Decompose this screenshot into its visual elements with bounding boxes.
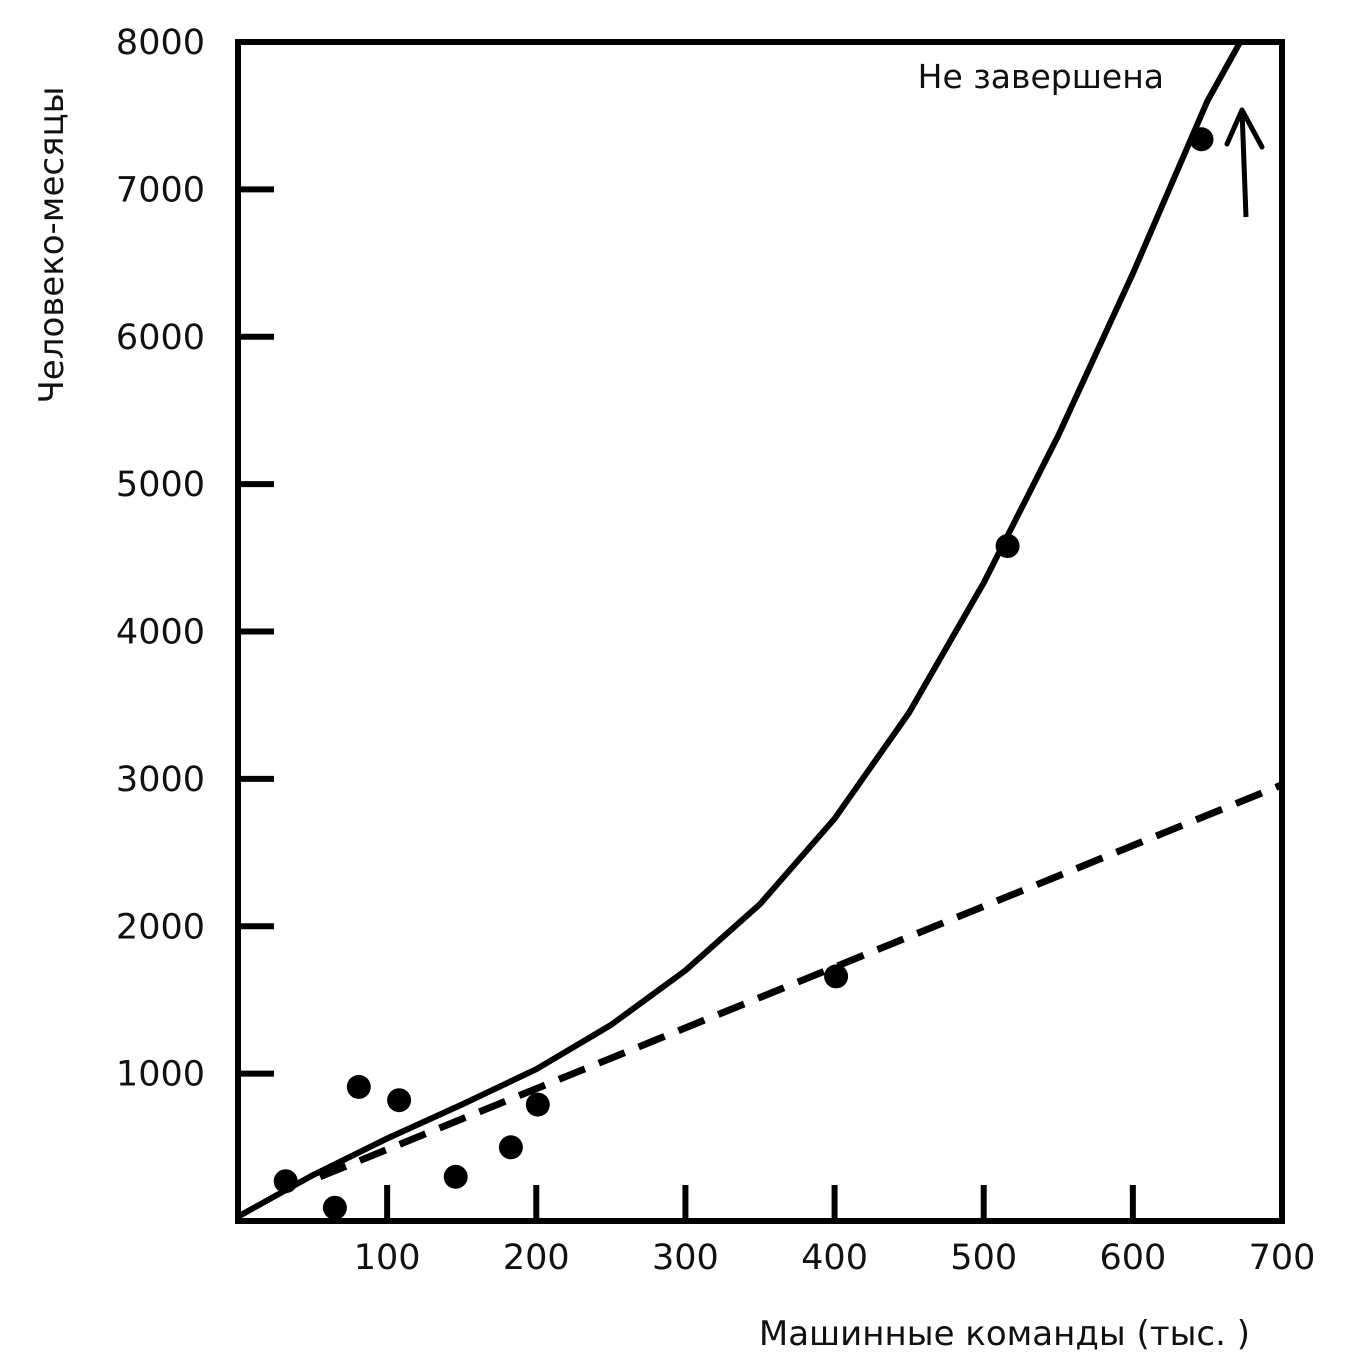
data-point-3	[346, 1074, 371, 1099]
x-axis-ticks: 100 200 300 400 500 600 700	[354, 1185, 1316, 1278]
x-axis-label: Машинные команды (тыс. )	[759, 1314, 1250, 1354]
y-tick-label-4000: 4000	[116, 613, 205, 653]
exponential-curve	[235, 39, 1244, 1220]
y-axis-ticks: 1000 2000 3000 4000 5000 6000 7000 8000	[116, 23, 274, 1095]
y-tick-label-6000: 6000	[116, 318, 205, 358]
y-tick-label-2000: 2000	[116, 907, 205, 947]
y-tick-label-5000: 5000	[116, 465, 205, 505]
data-point-1	[273, 1169, 298, 1194]
data-point-7	[525, 1092, 550, 1117]
x-tick-label-100: 100	[354, 1238, 421, 1278]
x-tick-label-500: 500	[950, 1238, 1017, 1278]
annotation-not-completed: Не завершена	[918, 57, 1164, 96]
data-point-4	[387, 1088, 412, 1113]
data-point-5	[443, 1164, 468, 1189]
data-point-2	[322, 1195, 347, 1220]
x-tick-label-300: 300	[652, 1238, 719, 1278]
y-tick-label-8000: 8000	[116, 23, 205, 63]
x-tick-label-600: 600	[1099, 1238, 1166, 1278]
y-tick-label-3000: 3000	[116, 760, 205, 800]
y-axis-label: Человеко-месяцы	[32, 86, 72, 403]
x-tick-label-400: 400	[801, 1238, 868, 1278]
y-tick-label-1000: 1000	[116, 1055, 205, 1095]
data-point-6	[498, 1135, 523, 1160]
data-point-9	[995, 534, 1020, 558]
plot-frame	[235, 39, 1285, 1224]
curve-layer	[235, 39, 1284, 1220]
data-point-8	[824, 964, 849, 989]
x-tick-label-200: 200	[503, 1238, 570, 1278]
arrow-up-icon	[1224, 107, 1265, 218]
linear-trend-line	[318, 781, 1284, 1181]
x-tick-label-700: 700	[1249, 1238, 1316, 1278]
data-point-10	[1189, 127, 1214, 152]
point-layer	[273, 127, 1214, 1220]
y-tick-label-7000: 7000	[116, 170, 205, 210]
